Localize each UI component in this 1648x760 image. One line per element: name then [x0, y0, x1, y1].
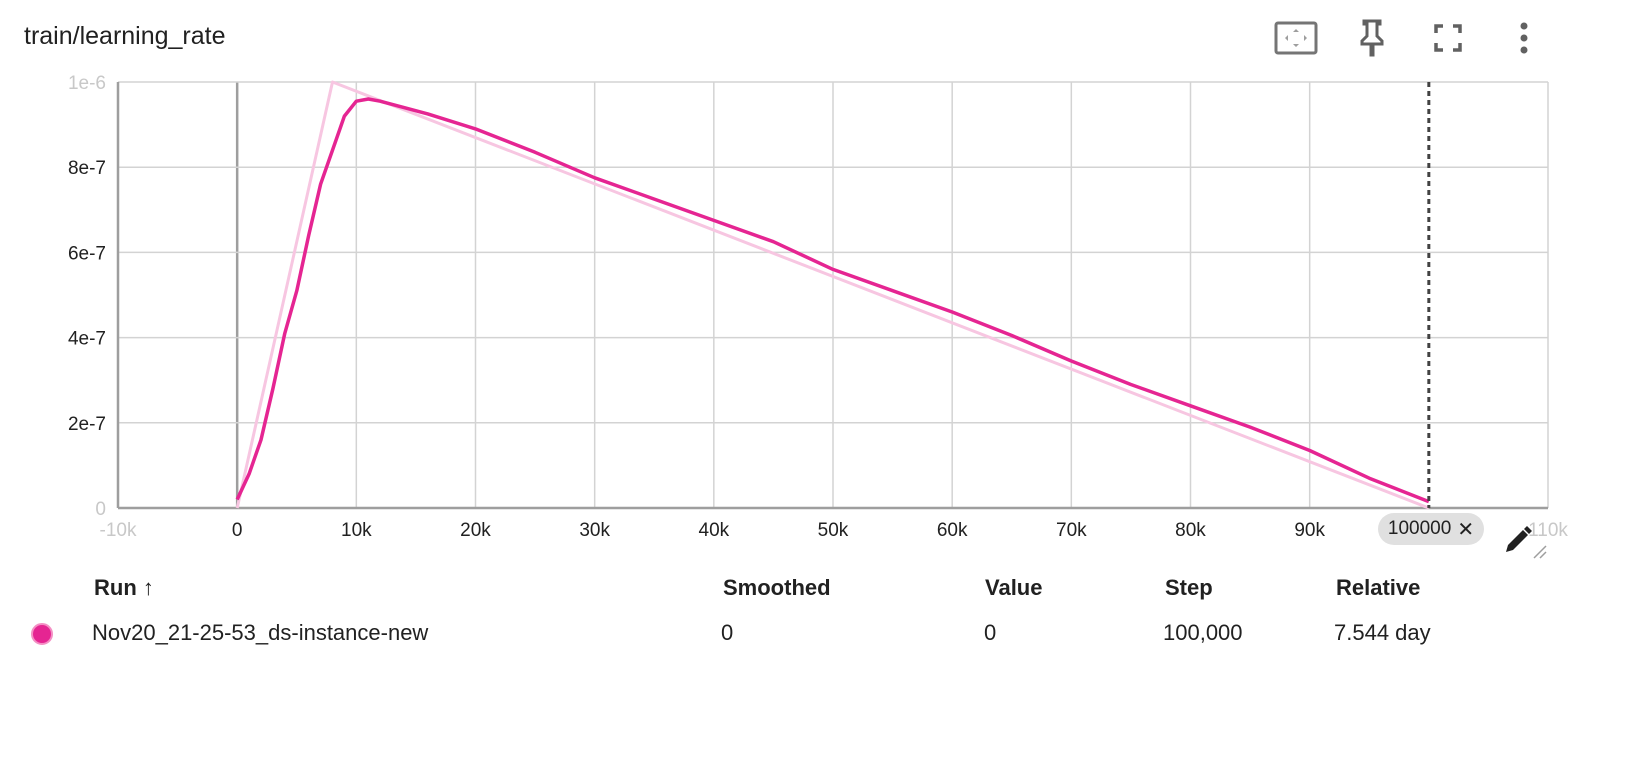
smoothed-series-line: [235, 97, 1430, 504]
x-tick-label: 70k: [1056, 520, 1087, 541]
axes: [116, 82, 1548, 510]
column-header-smoothed[interactable]: Smoothed: [723, 575, 831, 600]
card-title: train/learning_rate: [24, 22, 226, 50]
column-header-step[interactable]: Step: [1165, 575, 1213, 600]
y-tick-label: 2e-7: [68, 414, 106, 435]
x-tick-label: 40k: [699, 520, 730, 541]
x-tick-label: 80k: [1175, 520, 1206, 541]
x-tick-label: 60k: [937, 520, 968, 541]
raw-series-line: [235, 80, 1430, 510]
run-relative: 7.544 day: [1334, 620, 1431, 645]
tick-labels: -10k 0 10k 20k 30k 40k 50k 60k 70k 80k 90k 110k02e-…: [68, 73, 1568, 541]
x-tick-label: 10k: [341, 520, 372, 541]
fit-domain-button[interactable]: [1272, 16, 1320, 60]
pin-icon: [1360, 19, 1384, 57]
fullscreen-icon: [1434, 24, 1462, 52]
line-chart[interactable]: -10k 0 10k 20k 30k 40k 50k 60k 70k 80k 90k 110k02e-…: [0, 0, 1648, 560]
y-tick-label: 1e-6: [68, 73, 106, 94]
fullscreen-button[interactable]: [1424, 16, 1472, 60]
step-marker-label: 100000: [1387, 518, 1452, 539]
more-vert-icon: [1520, 22, 1528, 54]
more-options-button[interactable]: [1500, 16, 1548, 60]
column-header-relative[interactable]: Relative: [1336, 575, 1421, 600]
card-toolbar: [1248, 16, 1648, 60]
x-tick-label: 110k: [1528, 520, 1568, 541]
x-tick-label: 30k: [579, 520, 610, 541]
run-value: 0: [984, 620, 997, 645]
fit-domain-icon: [1274, 21, 1318, 55]
edit-icon[interactable]: [1500, 524, 1548, 560]
column-header-value[interactable]: Value: [985, 575, 1043, 600]
y-tick-label: 8e-7: [68, 158, 106, 179]
run-smoothed-value: 0: [721, 620, 734, 645]
x-tick-label: 0: [232, 520, 243, 541]
run-name: Nov20_21-25-53_ds-instance-new: [92, 620, 429, 645]
close-icon[interactable]: ✕: [1457, 518, 1475, 541]
y-tick-label: 4e-7: [68, 329, 106, 350]
column-header-run[interactable]: Run ↑: [94, 575, 154, 600]
step-marker-chip[interactable]: 100000 ✕: [1378, 513, 1484, 545]
run-step: 100,000: [1163, 620, 1243, 645]
x-tick-label: -10k: [100, 520, 137, 541]
y-tick-label: 0: [95, 499, 106, 520]
run-color-swatch[interactable]: [31, 623, 53, 645]
x-tick-label: 50k: [818, 520, 849, 541]
x-tick-label: 90k: [1294, 520, 1325, 541]
pin-button[interactable]: [1348, 16, 1396, 60]
series-layer: [235, 80, 1430, 510]
x-tick-label: 20k: [460, 520, 491, 541]
y-tick-label: 6e-7: [68, 243, 106, 264]
